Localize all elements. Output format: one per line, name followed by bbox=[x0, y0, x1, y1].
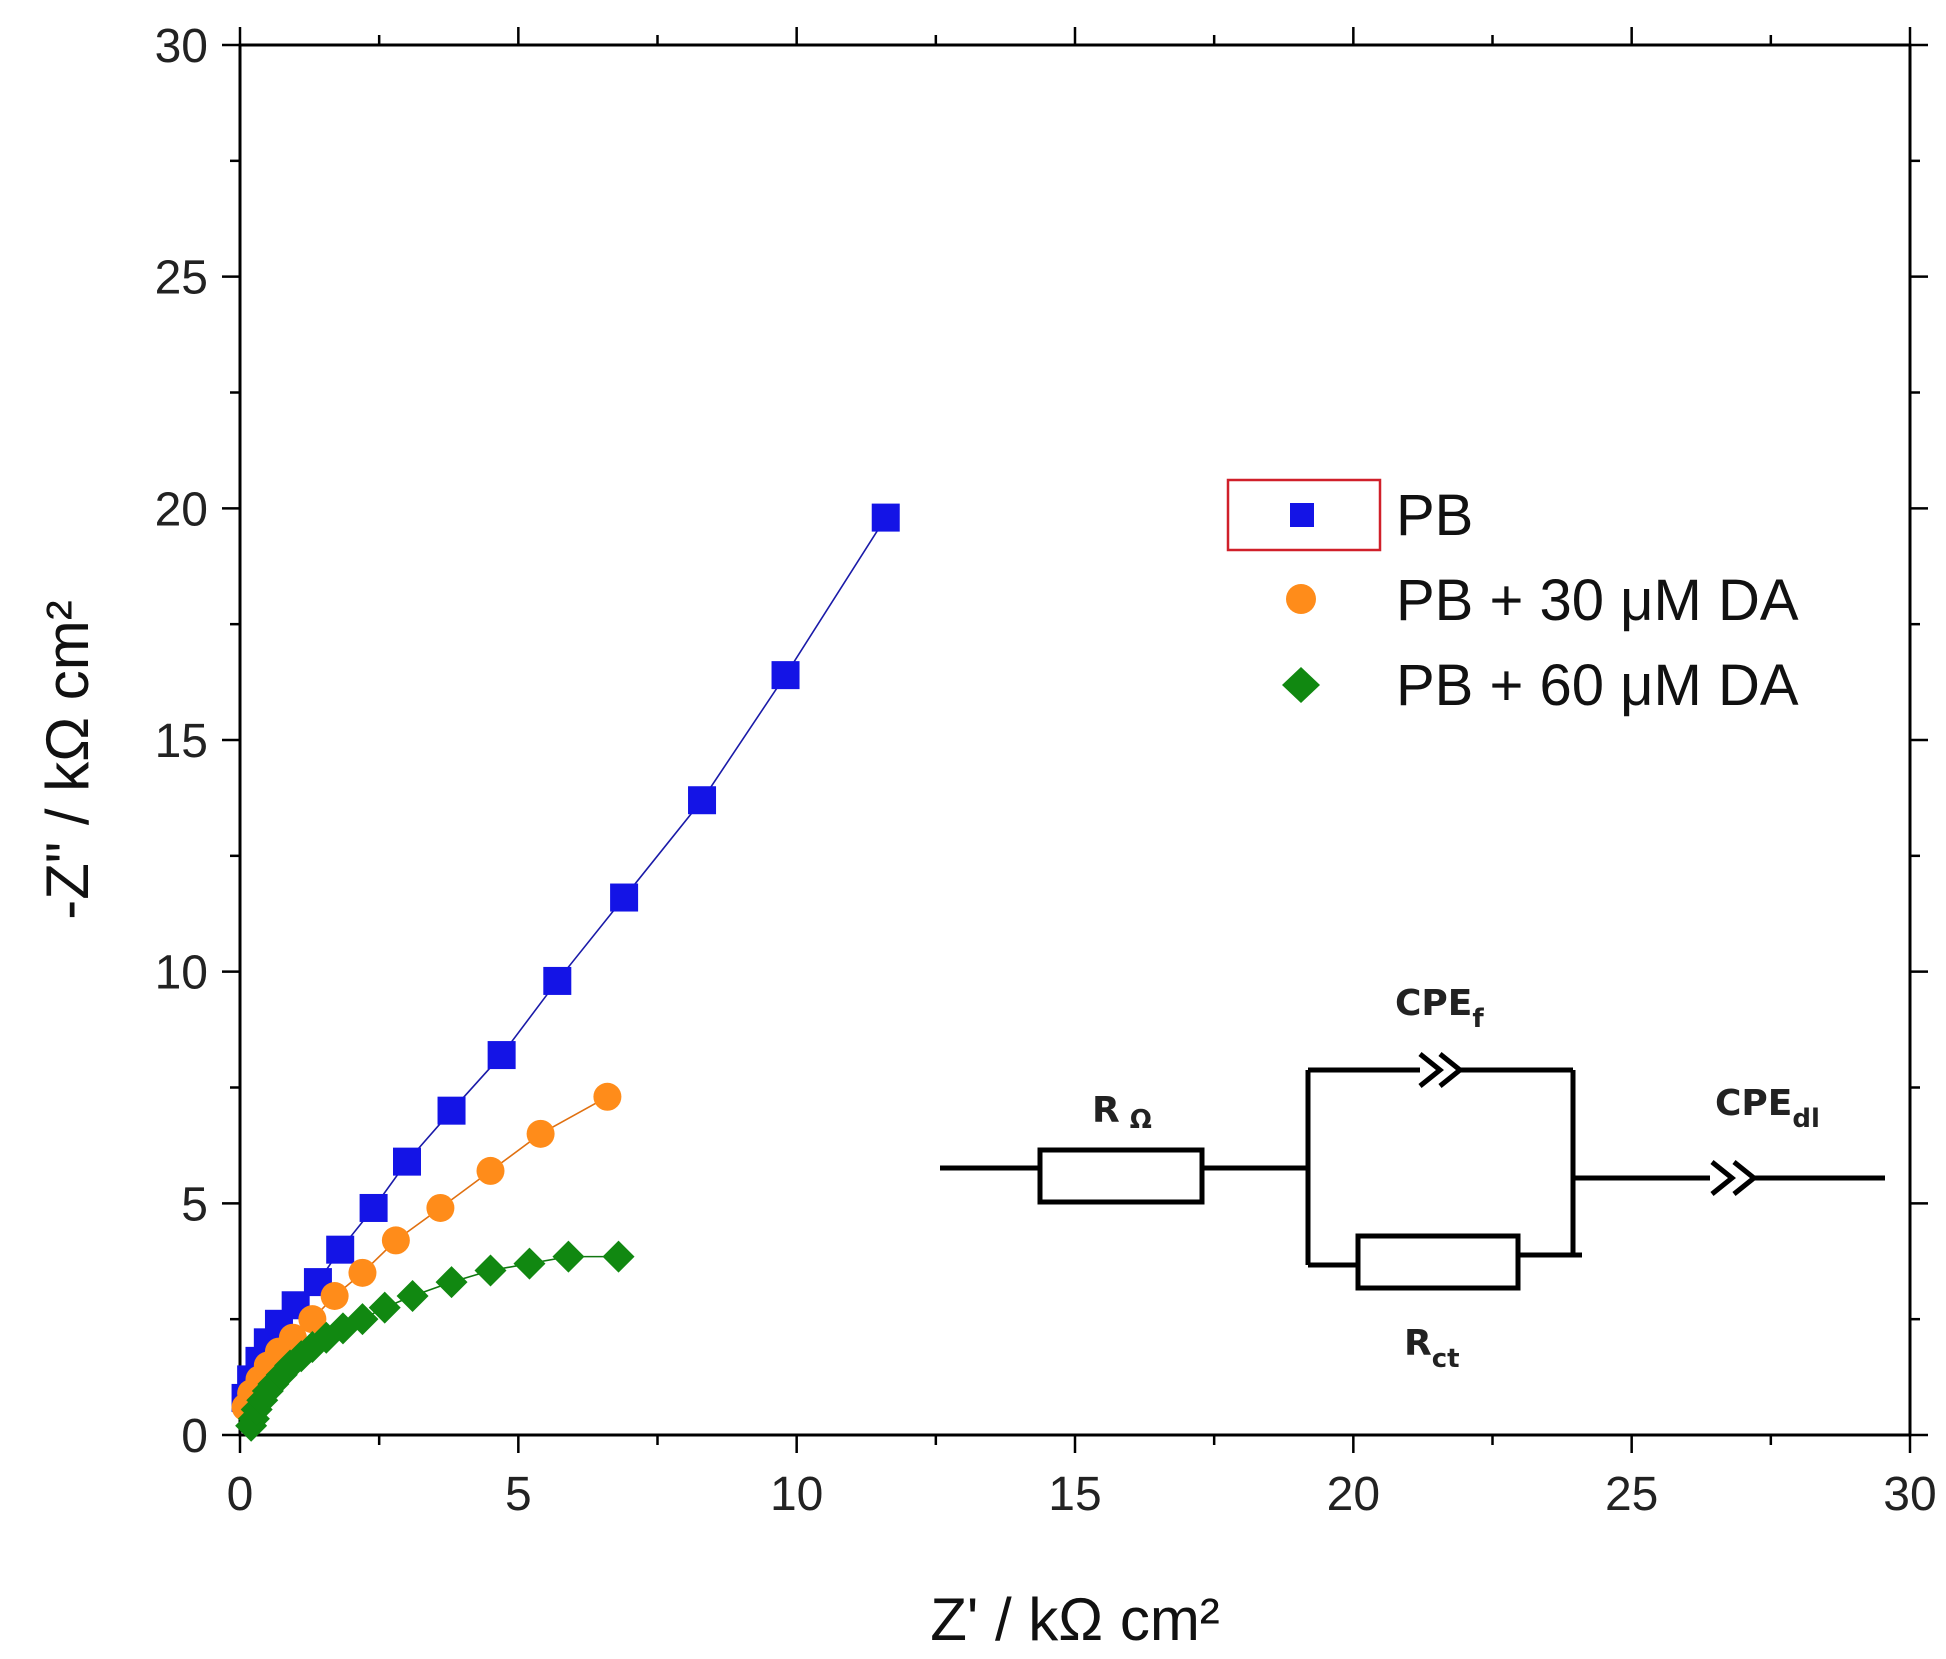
data-point-circle bbox=[526, 1119, 555, 1148]
data-point-square bbox=[543, 966, 572, 995]
legend: PB PB + 30 μM DA PB + 60 μM DA bbox=[1226, 478, 1799, 718]
data-point-diamond bbox=[602, 1240, 635, 1273]
series-layer bbox=[231, 503, 900, 1442]
x-tick-label: 5 bbox=[505, 1468, 532, 1521]
data-point-square bbox=[771, 661, 800, 690]
label-r-ct: Rct bbox=[1404, 1323, 1460, 1374]
data-point-circle bbox=[320, 1282, 349, 1310]
legend-label-pb-60: PB + 60 μM DA bbox=[1396, 653, 1799, 718]
data-point-diamond bbox=[396, 1280, 429, 1312]
data-point-diamond bbox=[474, 1254, 507, 1287]
plot-frame bbox=[238, 43, 1912, 1437]
y-tick-label: 5 bbox=[181, 1178, 208, 1231]
y-tick-label: 10 bbox=[155, 947, 208, 1000]
x-tick-label: 20 bbox=[1327, 1468, 1380, 1521]
data-point-diamond bbox=[552, 1240, 585, 1273]
legend-marker-pb-60 bbox=[1282, 667, 1320, 703]
data-point-diamond bbox=[435, 1266, 468, 1299]
x-tick-label: 10 bbox=[770, 1468, 823, 1521]
cpe-f-symbol bbox=[1418, 1052, 1445, 1088]
y-tick-label: 20 bbox=[155, 483, 208, 536]
resistor-r-ct bbox=[1355, 1233, 1521, 1291]
legend-highlight-box bbox=[1226, 478, 1382, 552]
data-point-square bbox=[688, 786, 717, 815]
x-tick-label: 25 bbox=[1605, 1468, 1658, 1521]
legend-label-pb-30: PB + 30 μM DA bbox=[1396, 568, 1799, 633]
resistor-r-omega bbox=[1037, 1147, 1205, 1205]
axis-ticks bbox=[222, 27, 1928, 1453]
legend-marker-pb-30 bbox=[1286, 584, 1316, 614]
data-point-square bbox=[359, 1193, 388, 1222]
x-tick-labels: 0 5 10 15 20 25 30 bbox=[227, 1468, 1937, 1521]
data-point-circle bbox=[298, 1305, 327, 1334]
data-point-diamond bbox=[513, 1247, 546, 1280]
data-point-square bbox=[610, 883, 639, 912]
y-tick-label: 30 bbox=[155, 20, 208, 73]
label-cpe-dl: CPEdl bbox=[1715, 1083, 1820, 1134]
data-point-square bbox=[487, 1041, 516, 1070]
x-axis-title: Z' / kΩ cm² bbox=[930, 1586, 1220, 1653]
data-point-square bbox=[871, 503, 900, 532]
cpe-dl-symbol bbox=[1710, 1160, 1737, 1196]
data-point-square bbox=[437, 1096, 466, 1125]
data-point-circle bbox=[426, 1193, 455, 1222]
label-cpe-f: CPEf bbox=[1395, 983, 1484, 1034]
data-point-circle bbox=[348, 1258, 377, 1287]
y-tick-labels: 0 5 10 15 20 25 30 bbox=[155, 20, 208, 1463]
legend-label-pb: PB bbox=[1396, 483, 1473, 548]
data-point-square bbox=[326, 1235, 355, 1264]
data-point-square bbox=[393, 1147, 421, 1176]
data-point-circle bbox=[593, 1082, 622, 1111]
y-tick-label: 0 bbox=[181, 1410, 208, 1463]
cpe-dl-symbol bbox=[1732, 1160, 1759, 1196]
legend-marker-pb bbox=[1290, 503, 1314, 527]
y-tick-label: 15 bbox=[155, 715, 208, 768]
y-tick-label: 25 bbox=[155, 252, 208, 305]
equivalent-circuit bbox=[940, 1052, 1885, 1291]
x-tick-label: 30 bbox=[1883, 1468, 1936, 1521]
x-tick-label: 0 bbox=[227, 1468, 254, 1521]
data-point-circle bbox=[476, 1156, 505, 1185]
x-tick-label: 15 bbox=[1048, 1468, 1101, 1521]
y-axis-title: -Z" / kΩ cm² bbox=[34, 600, 101, 919]
data-point-circle bbox=[381, 1226, 410, 1255]
data-point-diamond bbox=[346, 1303, 379, 1336]
data-point-diamond bbox=[368, 1291, 401, 1324]
